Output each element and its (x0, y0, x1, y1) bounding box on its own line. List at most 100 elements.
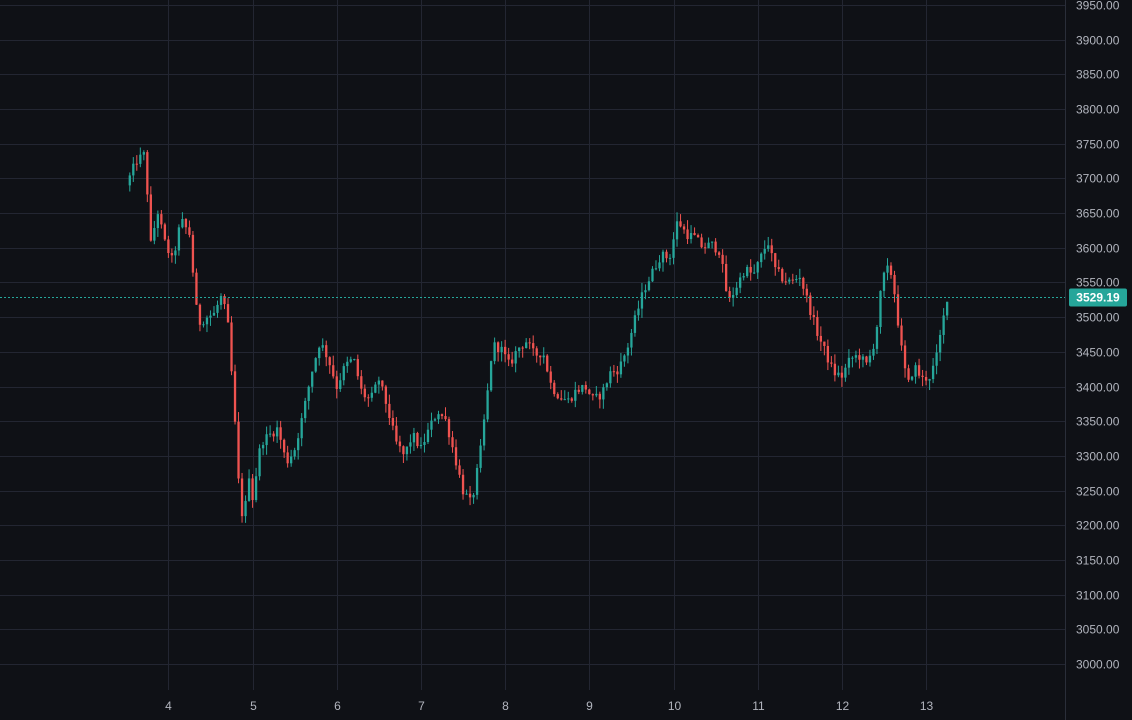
candle-body (489, 361, 493, 391)
candle-body (802, 277, 805, 289)
candle-body (591, 394, 594, 396)
candle-body (433, 419, 437, 421)
candle-body (588, 389, 591, 395)
candle-body (574, 389, 577, 401)
candle-body (532, 343, 535, 349)
y-tick-label: 3300.00 (1076, 450, 1120, 464)
candle-body (609, 371, 612, 384)
candle-body (268, 433, 272, 435)
candle-body (556, 394, 559, 399)
candle-body (703, 247, 707, 249)
x-tick-label: 9 (586, 699, 593, 713)
candle-body (661, 251, 665, 263)
candle-body (367, 397, 370, 399)
candle-body (798, 277, 801, 280)
candle-body (188, 227, 191, 235)
y-tick-label: 3200.00 (1076, 519, 1120, 533)
candle-body (767, 245, 770, 249)
y-tick-label: 3900.00 (1076, 34, 1120, 48)
candle-body (391, 418, 395, 426)
candle-body (546, 355, 549, 372)
candle-body (760, 253, 763, 263)
candle-body (851, 357, 854, 359)
y-tick-label: 3050.00 (1076, 623, 1120, 637)
candle-body (630, 332, 633, 348)
candle-body (521, 347, 524, 349)
candle-body (942, 315, 945, 335)
candle-body (879, 290, 882, 328)
candle-body (844, 367, 847, 378)
candle-body (861, 356, 865, 360)
candle-body (602, 387, 605, 400)
candle-body (774, 253, 777, 268)
y-tick-label: 3500.00 (1076, 311, 1120, 325)
candle-body (710, 241, 714, 243)
candle-body (549, 371, 552, 383)
candle-body (251, 478, 254, 501)
candle-body (142, 152, 145, 155)
candle-body (430, 420, 433, 430)
candle-body (567, 398, 570, 400)
candle-body (644, 290, 647, 293)
candle-body (658, 262, 661, 269)
candle-body (423, 442, 426, 445)
candle-body (721, 254, 724, 264)
y-tick-label: 3150.00 (1076, 554, 1120, 568)
candle-body (833, 363, 837, 376)
candle-body (377, 380, 381, 385)
candle-body (300, 418, 303, 439)
candle-body (854, 355, 858, 358)
candle-body (900, 325, 903, 346)
candle-body (865, 356, 868, 363)
candle-body (626, 347, 630, 356)
candle-body (753, 272, 756, 274)
candle-body (363, 388, 366, 398)
candle-body (328, 357, 331, 366)
candle-body (907, 368, 910, 380)
candle-body (924, 377, 928, 381)
candle-body (230, 322, 233, 372)
candle-body (440, 414, 444, 417)
candle-body (486, 390, 489, 420)
candle-body (479, 445, 482, 468)
candle-body (679, 221, 682, 227)
y-tick-label: 3100.00 (1076, 589, 1120, 603)
candle-body (461, 474, 465, 495)
candle-body (511, 359, 514, 364)
candle-body (542, 355, 545, 358)
candle-body (917, 365, 921, 376)
candle-body (686, 229, 689, 240)
candle-body (465, 493, 468, 495)
candle-body (584, 385, 587, 390)
time-axis[interactable]: 4 5 6 7 8 9 10 11 12 13 (165, 699, 933, 713)
candle-body (830, 362, 833, 364)
candle-body (349, 359, 352, 362)
candle-body (763, 248, 766, 254)
candle-body (290, 456, 293, 464)
candle-body (665, 251, 668, 259)
candle-body (149, 194, 152, 241)
candle-body (525, 342, 528, 349)
candle-body (132, 163, 135, 176)
candle-body (454, 447, 458, 466)
candle-body (395, 425, 398, 442)
candle-body (563, 399, 566, 401)
candle-body (647, 281, 651, 291)
candle-body (244, 500, 247, 517)
candle-body (781, 268, 784, 282)
candle-body (938, 334, 942, 353)
price-axis[interactable]: 3000.00 3050.00 3100.00 3150.00 3200.00 3250.… (1076, 0, 1120, 672)
candle-body (816, 317, 819, 336)
candle-body (202, 324, 205, 326)
candle-body (935, 352, 938, 366)
candle-body (419, 444, 423, 447)
candle-body (444, 416, 447, 420)
last-price-label: 3529.19 (1076, 291, 1120, 305)
candles-layer (128, 147, 949, 523)
candle-body (160, 214, 163, 225)
candle-body (398, 441, 402, 447)
candle-body (840, 372, 844, 378)
candle-body (654, 268, 658, 270)
